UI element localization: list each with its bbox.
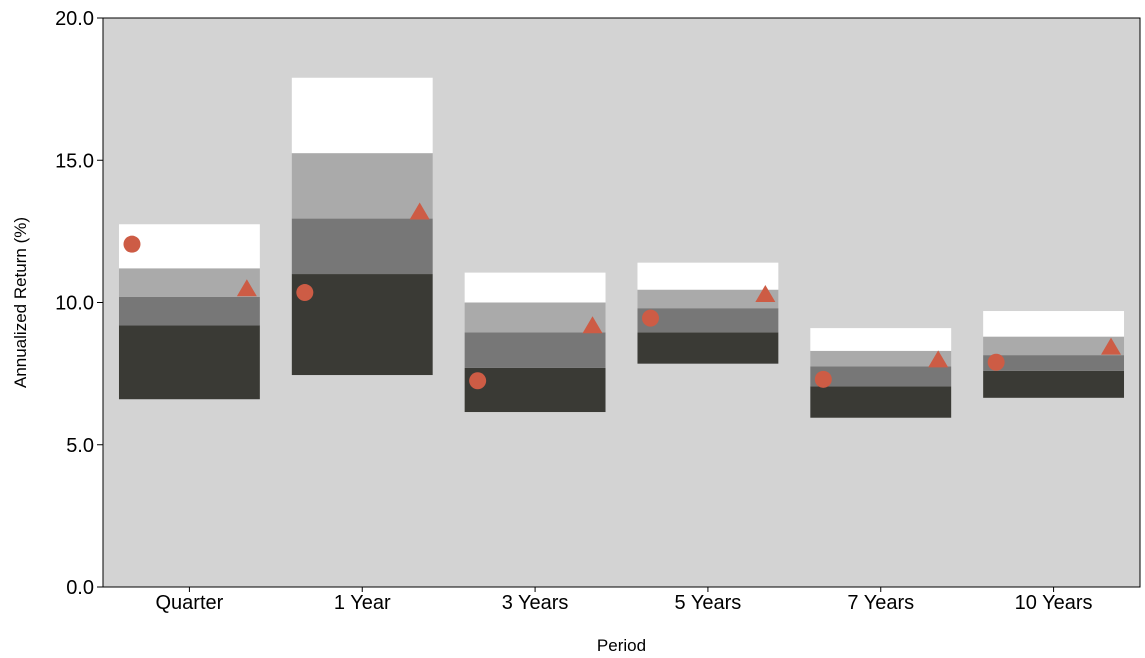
bar-segment-0-3 (118, 224, 260, 269)
x-axis: Quarter 1 Year 3 Years 5 Years 7 Years 10 Yea… (156, 587, 1093, 614)
x-axis-label: Period (597, 636, 646, 655)
triangle-marker-3 (755, 284, 776, 302)
bar-segment-2-2 (464, 302, 606, 333)
bar-segment-5-1 (983, 355, 1125, 371)
bar-segment-5-0 (983, 370, 1125, 398)
x-tick-label-2: 3 Years (502, 592, 569, 614)
y-tick-label-1: 5.0 (66, 435, 94, 457)
triangle-marker-4 (928, 350, 949, 368)
y-tick-label-3: 15.0 (55, 150, 94, 172)
triangle-marker-5 (1101, 337, 1122, 355)
x-tick-label-5: 10 Years (1015, 592, 1093, 614)
circle-marker-3 (641, 309, 659, 327)
y-tick-label-4: 20.0 (55, 8, 94, 30)
bar-segment-2-0 (464, 367, 606, 413)
circle-marker-1 (296, 284, 314, 302)
triangle-marker-2 (582, 316, 603, 334)
bar-segment-0-1 (118, 296, 260, 326)
circle-marker-5 (987, 353, 1005, 371)
bar-segment-2-3 (464, 272, 606, 303)
x-tick-label-0: Quarter (156, 592, 224, 614)
bar-segment-1-1 (291, 218, 433, 275)
triangle-marker-0 (236, 279, 257, 297)
bar-segment-4-0 (810, 386, 952, 418)
x-tick-label-4: 7 Years (847, 592, 914, 614)
bar-segment-4-3 (810, 328, 952, 351)
bar-segment-0-0 (118, 325, 260, 400)
bar-segment-2-1 (464, 332, 606, 368)
bar-segment-3-2 (637, 289, 779, 309)
y-tick-label-2: 10.0 (55, 293, 94, 315)
triangle-marker-1 (409, 202, 430, 220)
bar-segment-1-2 (291, 153, 433, 219)
bar-segment-0-2 (118, 268, 260, 297)
bar-segment-4-1 (810, 366, 952, 387)
y-axis-label: Annualized Return (%) (11, 217, 30, 388)
circle-marker-4 (814, 370, 832, 388)
y-tick-label-0: 0.0 (66, 577, 94, 599)
bar-segment-3-3 (637, 262, 779, 290)
bar-segment-4-2 (810, 350, 952, 367)
bar-segment-1-3 (291, 77, 433, 154)
bar-segment-5-3 (983, 311, 1125, 337)
plot-area (102, 17, 1141, 588)
bar-segment-1-0 (291, 274, 433, 376)
circle-marker-2 (469, 372, 487, 390)
y-axis: 0.0 5.0 10.0 15.0 20.0 (55, 8, 103, 599)
circle-marker-0 (123, 235, 141, 253)
x-tick-label-3: 5 Years (675, 592, 742, 614)
bar-segment-3-1 (637, 308, 779, 333)
markers-group (123, 202, 1122, 390)
bar-segment-5-2 (983, 336, 1125, 356)
bar-segment-3-0 (637, 332, 779, 364)
x-tick-label-1: 1 Year (334, 592, 391, 614)
bars-group (118, 77, 1125, 418)
